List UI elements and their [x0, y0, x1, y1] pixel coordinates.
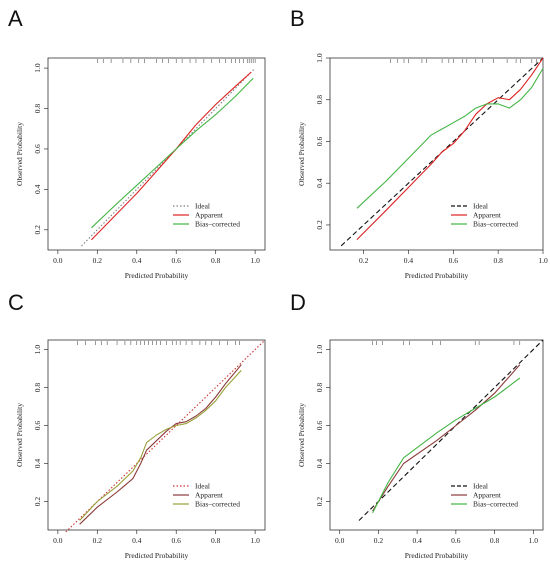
panel-letter: B — [290, 6, 305, 31]
plot-frame — [47, 339, 266, 531]
x-tick-label: 0.2 — [374, 536, 384, 545]
x-tick-label: 0.4 — [412, 536, 422, 545]
x-tick-label: 0.6 — [451, 536, 461, 545]
series-line-apparent — [91, 71, 252, 241]
x-tick-label: 0.8 — [493, 256, 503, 265]
x-tick-label: 0.8 — [211, 536, 221, 545]
x-tick-label: 1.0 — [529, 536, 539, 545]
y-axis-title: Observed Probability — [297, 122, 306, 186]
x-tick-label: 0.2 — [93, 256, 103, 265]
plot-frame — [329, 339, 544, 531]
y-tick-label: 0.8 — [315, 383, 324, 393]
panel-letter: C — [8, 290, 24, 315]
panel-letter: A — [8, 6, 23, 31]
x-tick-label: 0.8 — [211, 256, 221, 265]
x-tick-label: 0.2 — [359, 256, 369, 265]
x-tick-label: 0.4 — [132, 536, 142, 545]
legend-entry: Ideal — [473, 202, 488, 211]
series-line-ideal — [358, 339, 544, 521]
y-tick-label: 0.2 — [33, 497, 42, 507]
y-axis-title: Observed Probability — [15, 403, 24, 467]
panel-b: B 0.2 0.4 0.6 0.8 1.0 0.2 0.4 0.6 0.8 1.0 Predicted… — [290, 6, 548, 280]
plot-frame — [47, 57, 266, 251]
x-tick-label: 0.6 — [449, 256, 459, 265]
x-tick-label: 1.0 — [250, 536, 260, 545]
y-tick-label: 1.0 — [33, 345, 42, 355]
y-tick-label: 0.6 — [33, 421, 42, 431]
legend-entry: Apparent — [195, 211, 224, 220]
x-tick-label: 0.6 — [172, 536, 182, 545]
y-tick-label: 0.4 — [315, 459, 324, 469]
x-tick-label: 0.6 — [172, 256, 182, 265]
x-tick-label: 0.2 — [93, 536, 103, 545]
y-tick-label: 1.0 — [33, 63, 42, 73]
legend-entry: Bias–corrected — [473, 500, 518, 509]
y-tick-label: 1.0 — [315, 345, 324, 355]
plot-frame — [329, 57, 544, 251]
panel-a: A 0.0 0.2 0.4 0.6 0.8 1.0 0.2 0.4 0.6 0.8 1.0 Predic… — [8, 6, 266, 280]
series-line-bias-corrected — [91, 77, 254, 229]
legend-entry: Apparent — [473, 491, 502, 500]
y-tick-label: 1.0 — [315, 53, 324, 63]
y-tick-label: 0.4 — [315, 178, 324, 188]
x-tick-label: 0.4 — [404, 256, 414, 265]
legend-entry: Ideal — [195, 202, 210, 211]
legend-entry: Bias–corrected — [195, 220, 240, 229]
y-tick-label: 0.4 — [33, 184, 42, 194]
series-line-bias-corrected — [79, 370, 242, 521]
legend-entry: Ideal — [195, 482, 210, 491]
x-axis-title: Predicted Probability — [405, 271, 469, 280]
panel-letter: D — [290, 290, 306, 315]
x-tick-label: 1.0 — [538, 256, 548, 265]
y-tick-label: 0.4 — [33, 459, 42, 469]
legend-entry: Bias–corrected — [195, 500, 240, 509]
legend-entry: Bias–corrected — [473, 220, 518, 229]
panel-d: D 0.0 0.2 0.4 0.6 0.8 1.0 0.2 0.4 0.6 0.8 1.0 Predic… — [290, 290, 544, 560]
series-line-bias-corrected — [356, 68, 544, 209]
y-axis-title: Observed Probability — [15, 122, 24, 186]
x-axis-title: Predicted Probability — [125, 551, 189, 560]
y-tick-label: 0.2 — [315, 220, 324, 230]
x-tick-label: 0.8 — [490, 536, 500, 545]
y-tick-label: 0.6 — [315, 421, 324, 431]
x-tick-label: 0.0 — [53, 256, 63, 265]
series-line-apparent — [372, 364, 521, 512]
x-tick-label: 1.0 — [250, 256, 260, 265]
series-line-bias-corrected — [372, 377, 521, 514]
y-tick-label: 0.2 — [33, 225, 42, 235]
x-tick-label: 0.4 — [132, 256, 142, 265]
legend-entry: Apparent — [473, 211, 502, 220]
series-line-apparent — [79, 364, 242, 525]
series-line-apparent — [356, 57, 544, 240]
y-tick-label: 0.8 — [315, 95, 324, 105]
panel-c: C 0.0 0.2 0.4 0.6 0.8 1.0 0.2 0.4 0.6 0.8 1.0 Predic… — [8, 290, 266, 560]
x-tick-label: 0.0 — [53, 536, 63, 545]
series-line-ideal — [81, 67, 256, 247]
y-axis-title: Observed Probability — [297, 403, 306, 467]
y-tick-label: 0.6 — [315, 137, 324, 147]
x-axis-title: Predicted Probability — [405, 551, 469, 560]
y-tick-label: 0.8 — [33, 383, 42, 393]
y-tick-label: 0.6 — [33, 144, 42, 154]
x-axis-title: Predicted Probability — [125, 271, 189, 280]
legend-entry: Apparent — [195, 491, 224, 500]
legend-entry: Ideal — [473, 482, 488, 491]
x-tick-label: 0.0 — [335, 536, 345, 545]
y-tick-label: 0.2 — [315, 497, 324, 507]
y-tick-label: 0.8 — [33, 104, 42, 114]
